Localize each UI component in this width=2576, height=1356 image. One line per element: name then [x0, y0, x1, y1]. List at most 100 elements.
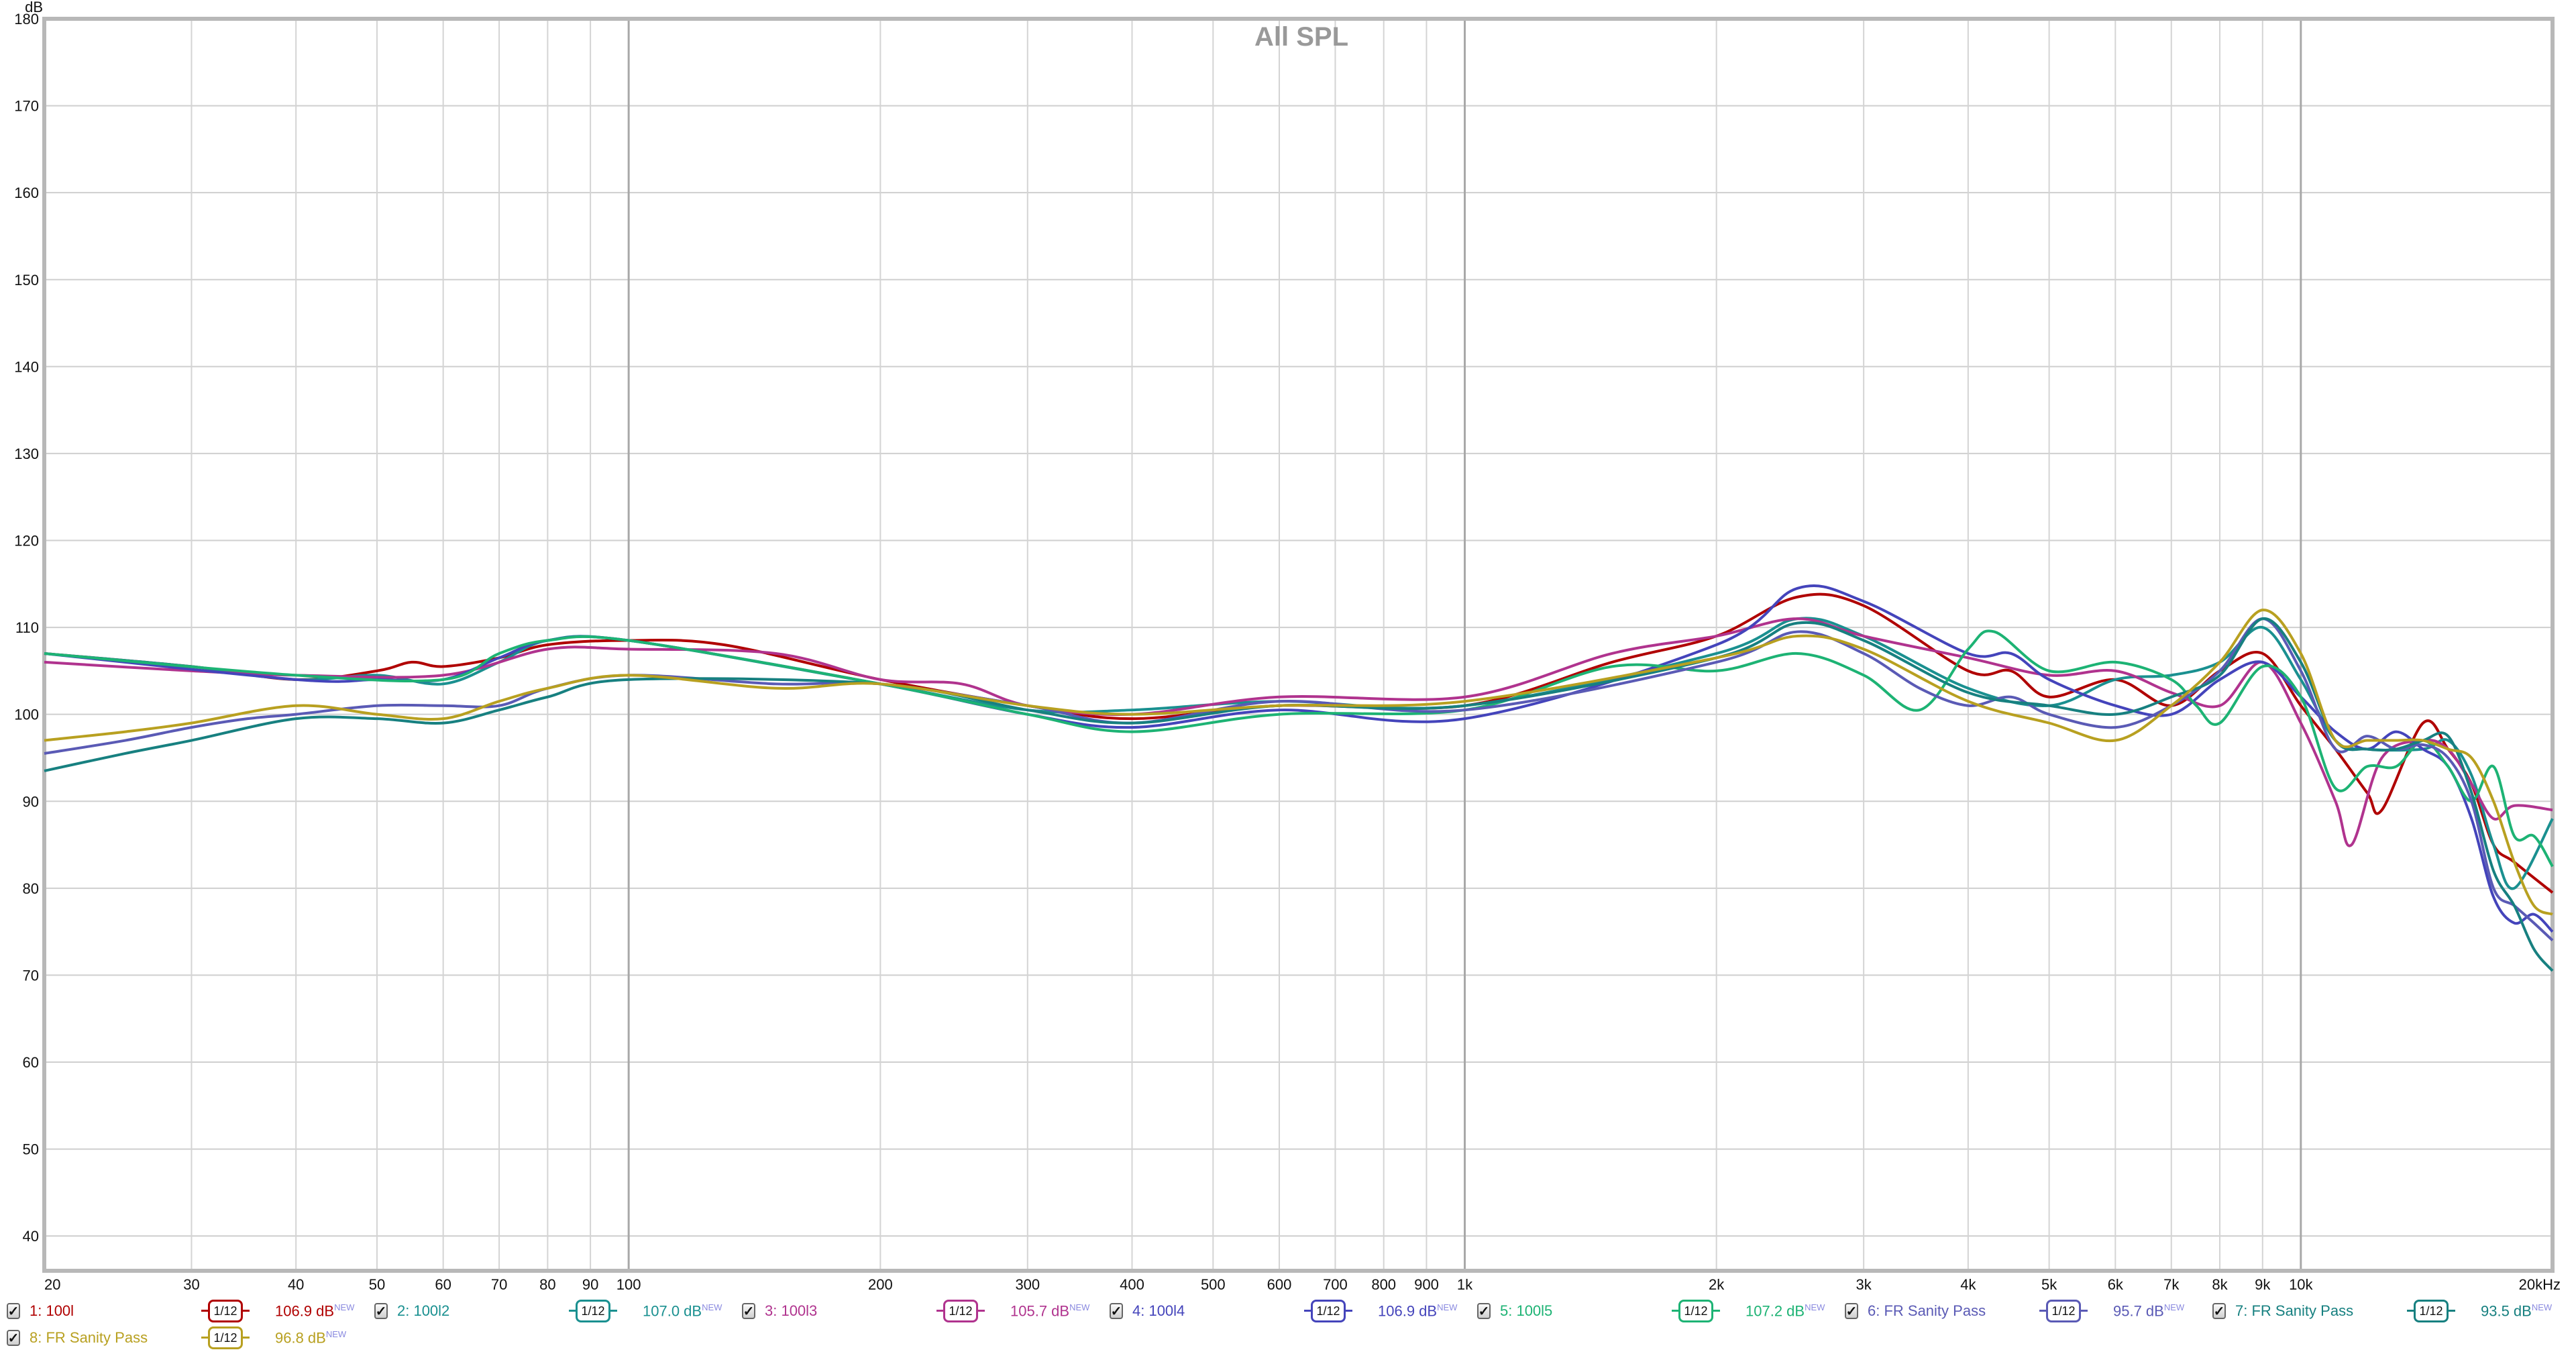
new-tag: NEW [702, 1302, 722, 1312]
x-tick-label: 6k [2108, 1276, 2124, 1292]
new-tag: NEW [325, 1328, 347, 1339]
level-value: 106.9 dBNEW [275, 1302, 354, 1320]
series-line-1 [44, 592, 2554, 894]
x-tick-label: 700 [1323, 1276, 1348, 1292]
smoothing-label: 1/12 [581, 1304, 605, 1318]
y-tick-label: 50 [23, 1141, 39, 1158]
series-lines [44, 584, 2554, 972]
checkbox[interactable]: ✓ [1110, 1303, 1123, 1319]
checkbox[interactable]: ✓ [7, 1303, 20, 1319]
level-value: 95.7 dBNEW [2113, 1302, 2184, 1320]
chart-title: All SPL [1254, 22, 1348, 52]
x-tick-label: 500 [1201, 1276, 1226, 1292]
y-tick-label: 100 [14, 707, 39, 723]
new-tag: NEW [1069, 1302, 1090, 1312]
spl-chart: 405060708090100110120130140150160170180 … [14, 0, 2561, 1292]
level-text: 105.7 dB [1010, 1302, 1070, 1320]
level-value: 107.0 dBNEW [643, 1302, 722, 1320]
series-line-4 [44, 584, 2554, 933]
legend-entry-7[interactable]: ✓ 7: FR Sanity Pass 1/12 93.5 dBNEW [2212, 1299, 2575, 1323]
smoothing-label: 1/12 [1684, 1304, 1708, 1318]
level-value: 105.7 dBNEW [1010, 1302, 1089, 1320]
smoothing-badge[interactable]: 1/12 [1672, 1300, 1720, 1322]
series-line-6 [44, 617, 2554, 942]
legend-entry-8[interactable]: ✓ 8: FR Sanity Pass 1/12 96.8 dBNEW [7, 1326, 369, 1350]
smoothing-label: 1/12 [2419, 1304, 2443, 1318]
x-tick-label: 30 [183, 1276, 199, 1292]
x-tick-label: 2k [1709, 1276, 1725, 1292]
checkbox[interactable]: ✓ [7, 1330, 20, 1346]
x-tick-label: 60 [435, 1276, 451, 1292]
level-value: 93.5 dBNEW [2481, 1302, 2552, 1320]
y-tick-label: 150 [14, 272, 39, 289]
x-tick-label: 1k [1457, 1276, 1473, 1292]
y-tick-label: 40 [23, 1228, 39, 1245]
legend-entry-5[interactable]: ✓ 5: 100l5 1/12 107.2 dBNEW [1477, 1299, 1839, 1323]
x-tick-label: 3k [1856, 1276, 1872, 1292]
checkbox[interactable]: ✓ [2212, 1303, 2226, 1319]
y-tick-label: 80 [23, 880, 39, 897]
legend-entry-4[interactable]: ✓ 4: 100l4 1/12 106.9 dBNEW [1110, 1299, 1472, 1323]
legend: ✓ 1: 100l 1/12 106.9 dBNEW ✓ 2: 100l2 1/12 107.… [0, 1295, 2576, 1356]
checkbox[interactable]: ✓ [1845, 1303, 1858, 1319]
legend-label: 8: FR Sanity Pass [30, 1329, 148, 1346]
x-tick-label: 40 [288, 1276, 304, 1292]
x-tick-label: 7k [2163, 1276, 2180, 1292]
smoothing-label: 1/12 [949, 1304, 973, 1318]
y-tick-label: 70 [23, 967, 39, 984]
legend-label: 7: FR Sanity Pass [2235, 1302, 2354, 1319]
x-tick-label: 300 [1015, 1276, 1040, 1292]
y-tick-label: 110 [15, 619, 39, 636]
x-tick-label: 70 [491, 1276, 507, 1292]
legend-entry-2[interactable]: ✓ 2: 100l2 1/12 107.0 dBNEW [374, 1299, 737, 1323]
x-tick-label: 20kHz [2519, 1276, 2561, 1292]
smoothing-badge[interactable]: 1/12 [936, 1300, 985, 1322]
x-tick-label: 4k [1960, 1276, 1976, 1292]
x-tick-label: 400 [1120, 1276, 1144, 1292]
legend-entry-3[interactable]: ✓ 3: 100l3 1/12 105.7 dBNEW [742, 1299, 1104, 1323]
checkbox[interactable]: ✓ [742, 1303, 755, 1319]
smoothing-badge[interactable]: 1/12 [201, 1300, 250, 1322]
x-tick-label: 50 [369, 1276, 385, 1292]
smoothing-badge[interactable]: 1/12 [201, 1326, 250, 1349]
new-tag: NEW [2531, 1302, 2553, 1312]
x-tick-label: 100 [616, 1276, 641, 1292]
level-text: 95.7 dB [2113, 1302, 2164, 1320]
series-line-5 [44, 629, 2554, 868]
smoothing-badge[interactable]: 1/12 [569, 1300, 617, 1322]
legend-entry-1[interactable]: ✓ 1: 100l 1/12 106.9 dBNEW [7, 1299, 369, 1323]
level-text: 107.2 dB [1746, 1302, 1805, 1320]
x-tick-label: 5k [2041, 1276, 2057, 1292]
plot-frame [42, 17, 2555, 1273]
grid [44, 18, 2553, 1271]
legend-entry-6[interactable]: ✓ 6: FR Sanity Pass 1/12 95.7 dBNEW [1845, 1299, 2207, 1323]
smoothing-badge[interactable]: 1/12 [1304, 1300, 1352, 1322]
legend-label: 3: 100l3 [765, 1302, 818, 1319]
level-text: 106.9 dB [1378, 1302, 1438, 1320]
level-text: 106.9 dB [275, 1302, 335, 1320]
y-tick-label: 120 [14, 533, 39, 550]
new-tag: NEW [334, 1302, 355, 1312]
y-tick-label: 160 [14, 185, 39, 201]
level-value: 106.9 dBNEW [1378, 1302, 1457, 1320]
legend-label: 4: 100l4 [1132, 1302, 1185, 1319]
level-text: 107.0 dB [643, 1302, 702, 1320]
level-value: 107.2 dBNEW [1746, 1302, 1825, 1320]
smoothing-badge[interactable]: 1/12 [2039, 1300, 2088, 1322]
y-tick-label: 140 [14, 358, 39, 375]
new-tag: NEW [2163, 1302, 2185, 1312]
legend-label: 5: 100l5 [1500, 1302, 1553, 1319]
series-line-8 [44, 609, 2553, 916]
checkbox[interactable]: ✓ [374, 1303, 388, 1319]
x-tick-label: 20 [44, 1276, 60, 1292]
smoothing-badge[interactable]: 1/12 [2407, 1300, 2455, 1322]
smoothing-label: 1/12 [1316, 1304, 1340, 1318]
series-line-3 [44, 617, 2553, 847]
y-axis-unit: dB [25, 0, 43, 15]
level-value: 96.8 dBNEW [275, 1329, 346, 1347]
checkbox[interactable]: ✓ [1477, 1303, 1491, 1319]
new-tag: NEW [1805, 1302, 1825, 1312]
smoothing-label: 1/12 [213, 1304, 237, 1318]
x-axis: 20 30 40 50 60 70 80 90 100 200 300 400 500 600 700 800… [44, 1276, 2561, 1292]
y-tick-label: 90 [23, 793, 39, 810]
